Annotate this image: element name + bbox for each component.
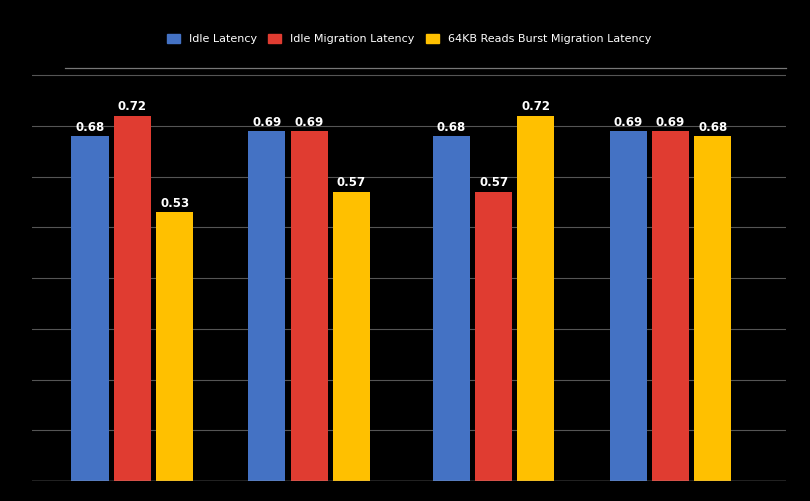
Bar [291,131,328,481]
Text: 0.69: 0.69 [613,116,643,129]
Bar [652,131,689,481]
Bar [71,136,109,481]
Legend: Idle Latency, Idle Migration Latency, 64KB Reads Burst Migration Latency: Idle Latency, Idle Migration Latency, 64… [162,29,656,49]
Bar [475,192,512,481]
Text: 0.69: 0.69 [656,116,685,129]
Bar [609,131,646,481]
Bar [333,192,370,481]
Bar [113,116,151,481]
Text: 0.69: 0.69 [295,116,324,129]
Text: 0.53: 0.53 [160,197,190,209]
Bar [518,116,555,481]
Text: 0.69: 0.69 [252,116,281,129]
Text: 0.72: 0.72 [117,100,147,113]
Bar [156,212,194,481]
Text: 0.57: 0.57 [337,176,366,189]
Text: 0.68: 0.68 [437,121,466,134]
Text: 0.68: 0.68 [75,121,104,134]
Bar [694,136,731,481]
Text: 0.72: 0.72 [522,100,550,113]
Text: 0.68: 0.68 [698,121,727,134]
Text: 0.57: 0.57 [479,176,508,189]
Bar [248,131,285,481]
Bar [433,136,470,481]
